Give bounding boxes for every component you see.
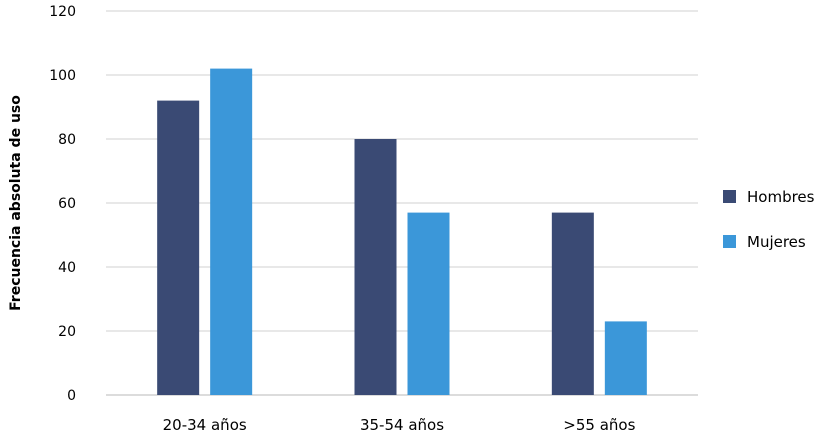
bar-mujeres-3 (604, 321, 647, 395)
y-axis-title: Frecuencia absoluta de uso (8, 95, 24, 311)
bar-mujeres-1 (210, 68, 253, 395)
y-tick-label: 0 (67, 388, 76, 404)
x-tick-label: >55 años (563, 416, 635, 434)
x-tick-label: 20-34 años (163, 416, 247, 434)
y-tick-label: 20 (58, 324, 76, 340)
bar-hombres-2 (354, 139, 397, 395)
y-tick-label: 80 (58, 132, 76, 148)
legend-swatch-hombres (723, 190, 736, 203)
bar-mujeres-2 (407, 212, 450, 395)
y-tick-label: 120 (49, 4, 76, 20)
y-axis-ticks: 0 20 40 60 80 100 120 (49, 4, 76, 404)
legend: Hombres Mujeres (723, 188, 815, 251)
y-tick-label: 40 (58, 260, 76, 276)
legend-label-mujeres: Mujeres (747, 233, 806, 251)
bar-hombres-3 (551, 212, 594, 395)
bars (157, 68, 647, 395)
gridlines (106, 10, 698, 396)
bar-hombres-1 (157, 100, 200, 395)
x-tick-label: 35-54 años (360, 416, 444, 434)
legend-label-hombres: Hombres (747, 188, 815, 206)
y-tick-label: 60 (58, 196, 76, 212)
y-tick-label: 100 (49, 68, 76, 84)
x-axis-labels: 20-34 años 35-54 años >55 años (163, 416, 636, 434)
legend-swatch-mujeres (723, 235, 736, 248)
